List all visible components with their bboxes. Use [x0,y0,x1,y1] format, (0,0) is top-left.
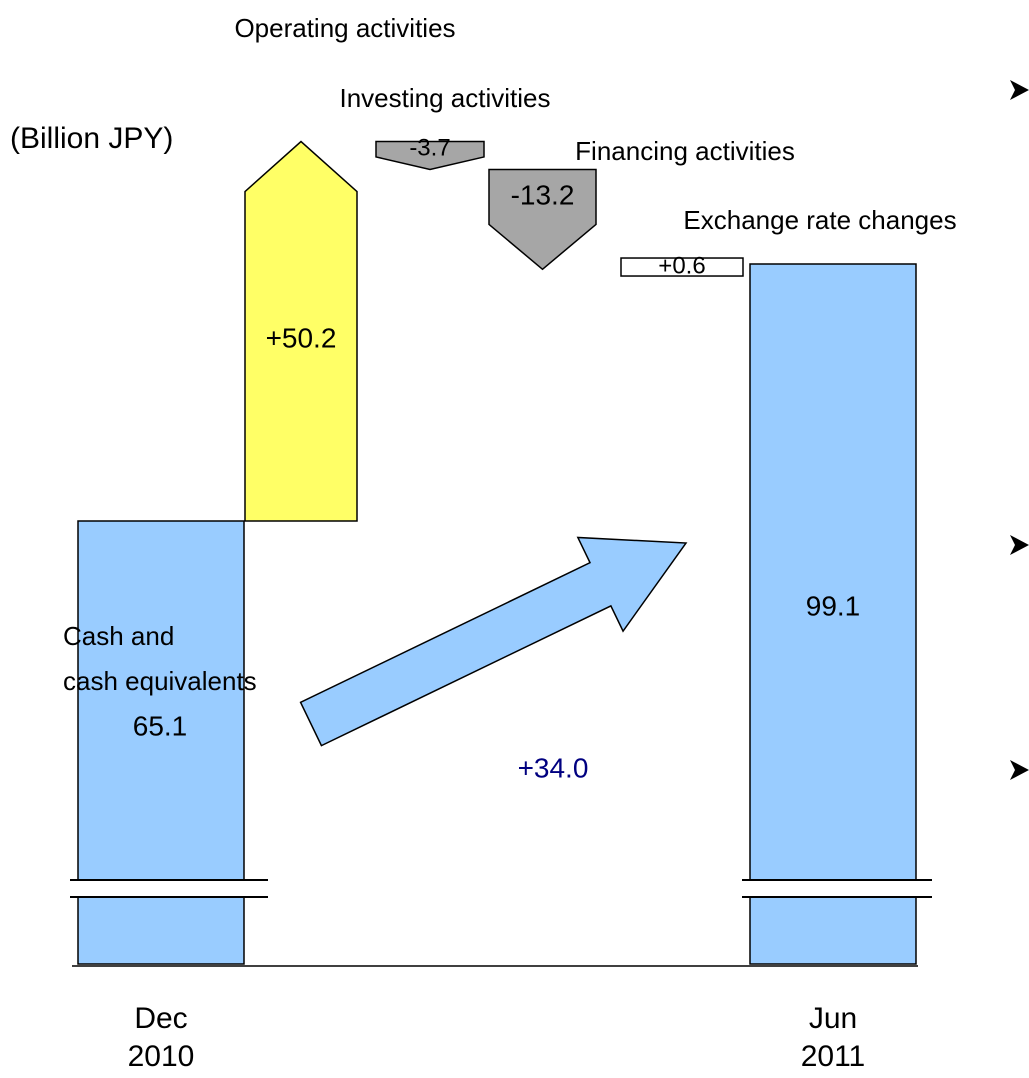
value-label: -13.2 [511,179,575,210]
step-name: Investing activities [340,83,551,113]
value-label: -3.7 [409,135,450,162]
step-name: Exchange rate changes [683,205,956,235]
bar-category-label: Cash and [63,621,174,651]
change-arrow [299,536,688,747]
value-label: 65.1 [133,710,188,741]
bar [749,263,917,965]
change-label: +34.0 [518,752,589,783]
step-bar [620,257,744,277]
unit-label: (Billion JPY) [10,122,173,155]
value-label: +0.6 [658,252,705,279]
axis-break [742,880,932,897]
bullet [1010,535,1029,555]
value-label: +50.2 [266,322,337,353]
x-tick-label: Jun [809,1002,857,1035]
bullet [1010,80,1029,100]
step-name: Financing activities [575,136,795,166]
bullets [1010,80,1029,780]
bar-category-label: cash equivalents [63,666,257,696]
x-tick-label: Dec [134,1002,187,1035]
step-name: Operating activities [234,13,455,43]
step-arrow [244,140,358,522]
bullet [1010,760,1029,780]
x-tick-label: 2010 [128,1040,195,1073]
step-arrow [375,140,485,171]
step-arrow [488,168,597,271]
value-label: 99.1 [806,590,861,621]
x-tick-label: 2011 [801,1040,866,1073]
axis-break [70,880,268,897]
